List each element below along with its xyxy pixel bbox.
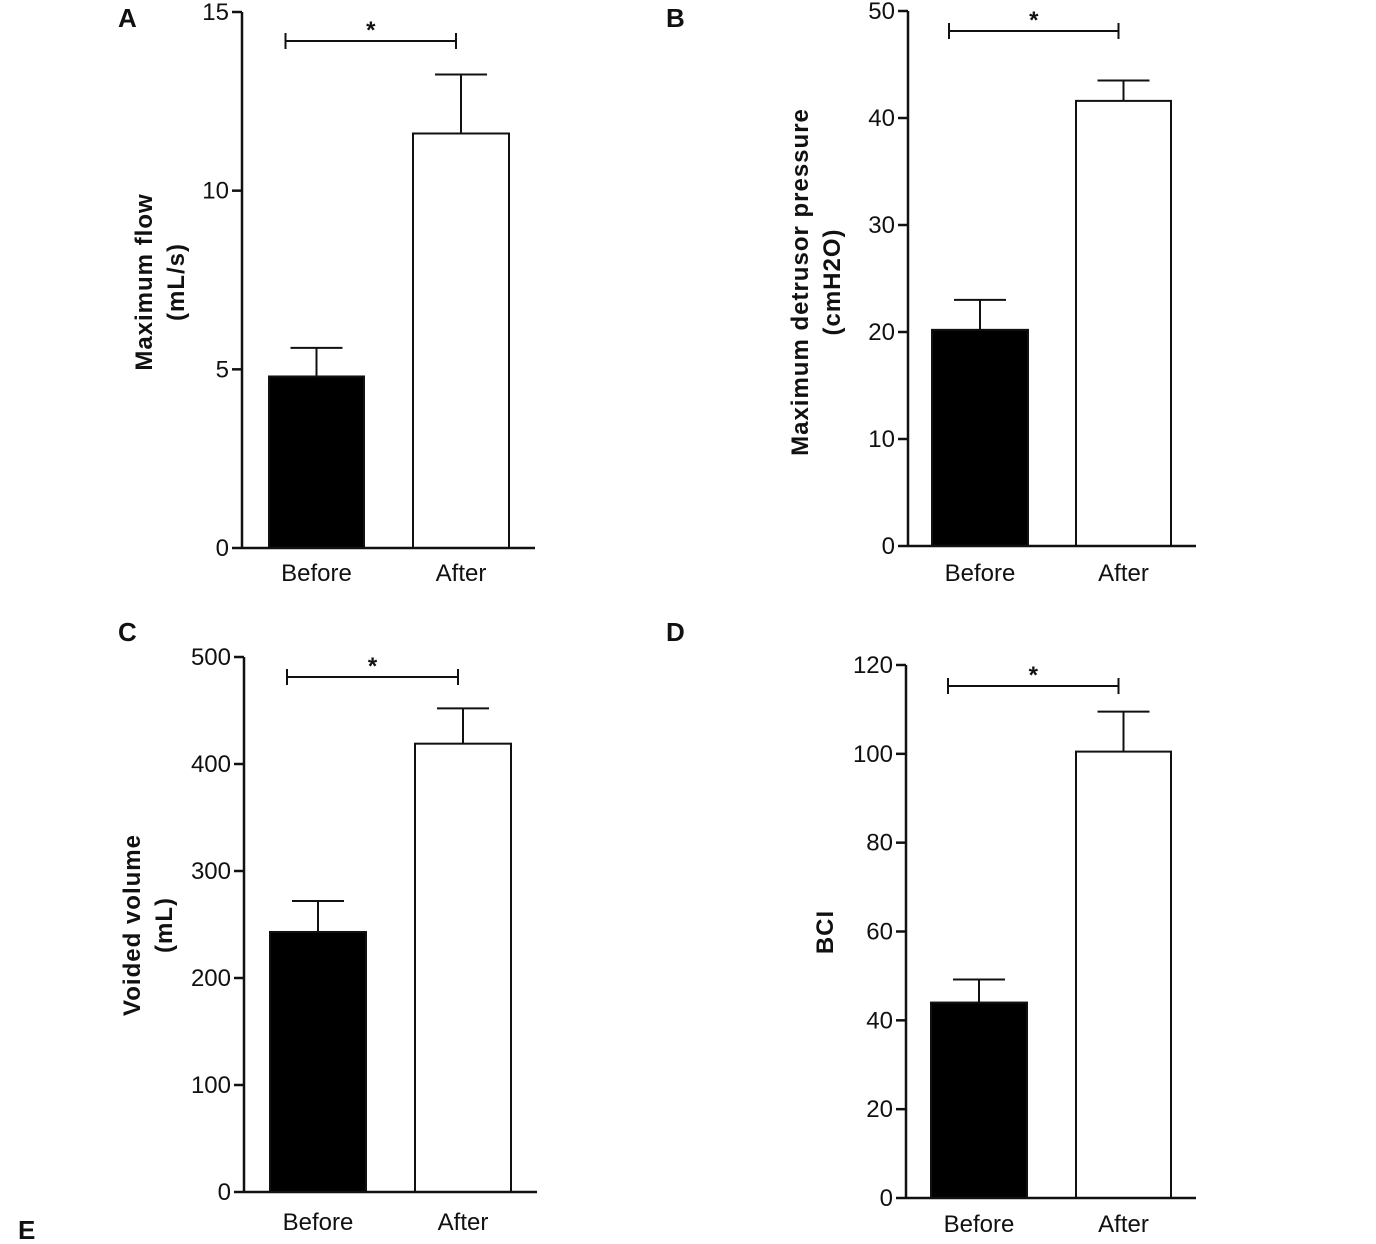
y-tick-label: 80	[866, 830, 893, 857]
panel-label-c: C	[118, 617, 137, 647]
y-tick-label: 15	[202, 0, 229, 26]
significance-marker: *	[366, 17, 376, 44]
y-tick-label: 0	[216, 535, 229, 562]
y-tick-label: 40	[868, 105, 895, 132]
y-tick-label: 0	[880, 1185, 893, 1212]
y-axis-label: BCI	[812, 910, 839, 954]
x-tick-label: Before	[944, 1211, 1015, 1238]
y-axis-label-line: BCI	[812, 910, 839, 954]
y-axis-label-line: (mL)	[151, 897, 178, 953]
y-tick-label: 200	[191, 965, 231, 992]
y-tick-label: 5	[216, 356, 229, 383]
y-tick-label: 100	[853, 741, 893, 768]
bar-before	[269, 930, 367, 1193]
panel-label-b: B	[666, 3, 685, 33]
y-tick-label: 0	[218, 1179, 231, 1206]
x-tick-label: After	[438, 1209, 489, 1236]
y-tick-label: 300	[191, 858, 231, 885]
y-tick-label: 500	[191, 644, 231, 671]
y-axis-label-line: Voided volume	[119, 834, 146, 1016]
y-axis-label: Maximum detrusor pressure (cmH2O)	[787, 108, 846, 456]
y-tick-label: 10	[868, 426, 895, 453]
bar-after	[414, 742, 512, 1193]
y-axis-label: Maximum flow (mL/s)	[131, 193, 190, 370]
y-tick-label: 400	[191, 751, 231, 778]
x-tick-label: After	[1098, 560, 1149, 587]
y-axis-label-line: (cmH2O)	[819, 228, 846, 335]
y-tick-label: 10	[202, 178, 229, 205]
x-tick-label: Before	[945, 560, 1016, 587]
y-tick-label: 40	[866, 1007, 893, 1034]
bar-after	[1075, 99, 1172, 547]
panel-label-d: D	[666, 617, 685, 647]
y-tick-label: 60	[866, 919, 893, 946]
panel-label-a: A	[118, 3, 137, 33]
y-tick-label: 120	[853, 652, 893, 679]
y-axis-label-line: Maximum flow	[131, 193, 158, 370]
chart-panel-b: B Before After 0 10 20 30 40 50 Maximum detrusor …	[666, 0, 1196, 587]
y-tick-label: 20	[868, 319, 895, 346]
significance-marker: *	[368, 653, 378, 680]
y-axis-label-line: Maximum detrusor pressure	[787, 108, 814, 456]
chart-panel-c: C Before After 0 100 200 300 400 500 Voided volum…	[118, 617, 537, 1236]
significance-marker: *	[1029, 7, 1039, 34]
bar-after	[1075, 750, 1172, 1199]
x-tick-label: After	[1098, 1211, 1149, 1238]
y-tick-label: 100	[191, 1072, 231, 1099]
y-tick-label: 0	[882, 533, 895, 560]
y-tick-label: 30	[868, 212, 895, 239]
y-tick-label: 20	[866, 1096, 893, 1123]
y-axis-label-line: (mL/s)	[163, 243, 190, 321]
bar-before	[931, 328, 1029, 547]
x-tick-label: Before	[281, 560, 352, 587]
bar-before	[268, 375, 365, 550]
chart-panel-a: A Before After 0 5 10 15 Maximum flow (mL/s) *	[118, 0, 535, 587]
x-tick-label: Before	[283, 1209, 354, 1236]
y-tick-label: 50	[868, 0, 895, 25]
bar-before	[930, 1001, 1028, 1199]
panel-label-e: E	[18, 1215, 35, 1244]
chart-panel-d: D Before After 0 20 40 60 80 100 120 BCI *	[666, 617, 1196, 1238]
significance-marker: *	[1029, 662, 1039, 689]
y-axis-label: Voided volume (mL)	[119, 834, 178, 1016]
x-tick-label: After	[436, 560, 487, 587]
bar-after	[412, 132, 510, 549]
